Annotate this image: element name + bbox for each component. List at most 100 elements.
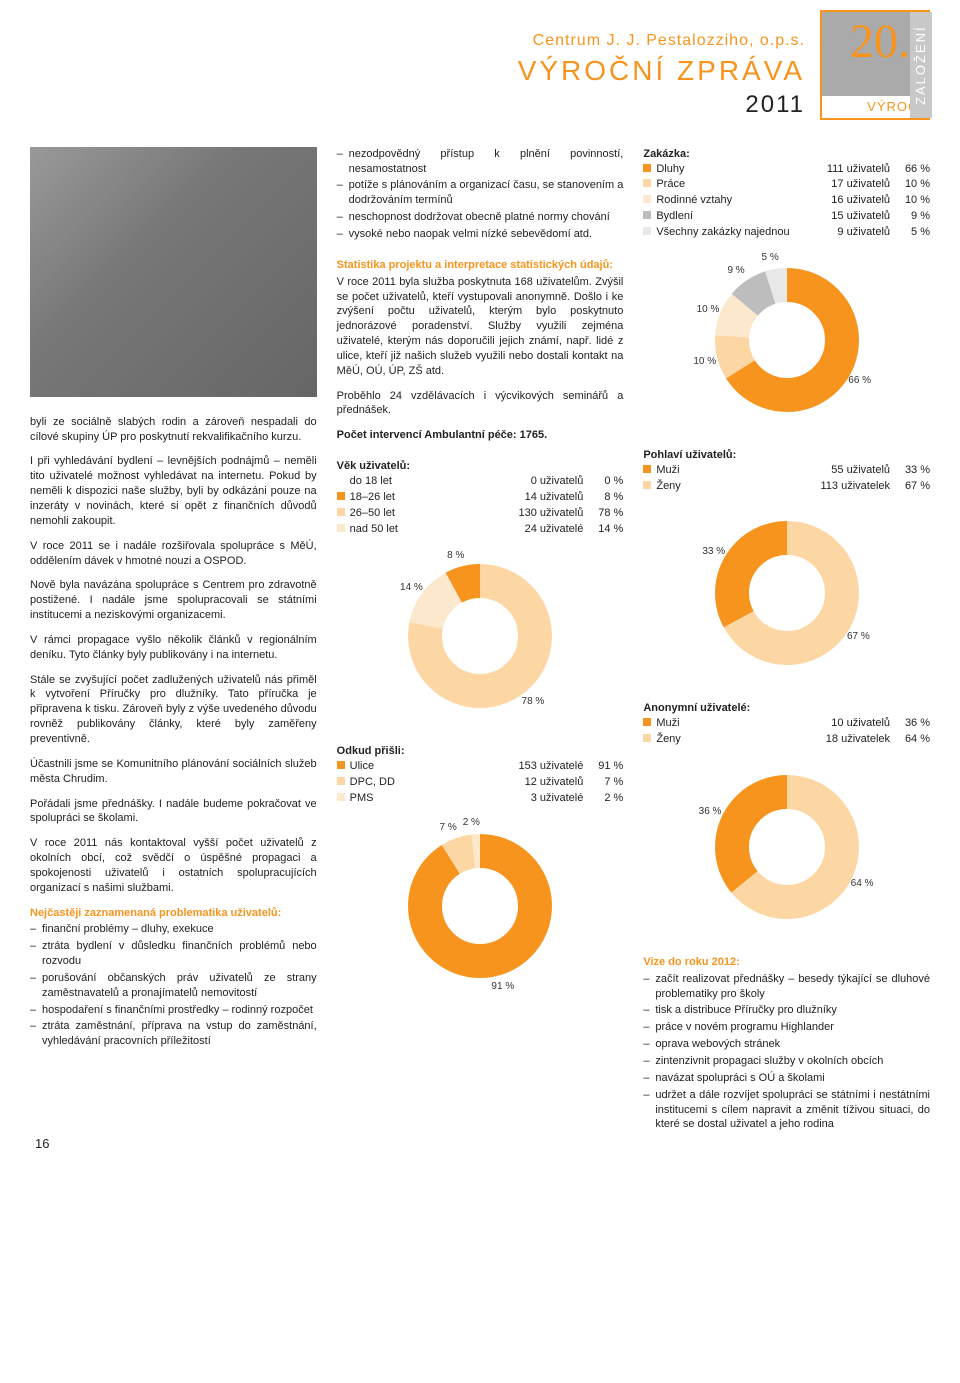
row-label: do 18 let [350, 474, 504, 489]
row-value: 130 uživatelů [503, 506, 583, 521]
top-list: nezodpovědný přístup k plnění povinností… [337, 147, 624, 242]
age-table: do 18 let0 uživatelů0 %18–26 let14 uživa… [337, 474, 624, 536]
table-row: PMS3 uživatelé2 % [337, 791, 624, 806]
legend-square [643, 195, 651, 203]
donut-label: 2 % [463, 816, 480, 830]
table-row: Ulice153 uživatelé91 % [337, 759, 624, 774]
row-label: DPC, DD [350, 775, 504, 790]
sex-table: Muži55 uživatelů33 %Ženy113 uživatelek67… [643, 463, 930, 494]
table-row: Muži10 uživatelů36 % [643, 716, 930, 731]
legend-square [643, 164, 651, 172]
anniversary-badge: 20. VÝROČÍ ZALOŽENÍ [820, 10, 930, 120]
list-item: vysoké nebo naopak velmi nízké sebevědom… [337, 227, 624, 242]
legend-square [337, 476, 345, 484]
row-percent: 33 % [890, 463, 930, 478]
legend-square [643, 465, 651, 473]
stats-bold: Počet intervencí Ambulantní péče: 1765. [337, 429, 548, 441]
row-percent: 66 % [890, 162, 930, 177]
para: Účastnili jsme se Komunitního plánování … [30, 757, 317, 787]
donut-label: 10 % [693, 355, 716, 369]
list-item: začít realizovat přednášky – besedy týka… [643, 972, 930, 1002]
donut-label: 67 % [847, 630, 870, 644]
row-value: 24 uživatelé [503, 522, 583, 537]
row-percent: 64 % [890, 732, 930, 747]
row-percent: 36 % [890, 716, 930, 731]
legend-square [337, 524, 345, 532]
list-item: udržet a dále rozvíjet spolupráci se stá… [643, 1088, 930, 1133]
row-value: 17 uživatelů [810, 177, 890, 192]
row-label: Dluhy [656, 162, 810, 177]
row-label: 18–26 let [350, 490, 504, 505]
table-row: Bydlení15 uživatelů9 % [643, 209, 930, 224]
column-2: nezodpovědný přístup k plnění povinností… [337, 147, 624, 1142]
legend-square [643, 227, 651, 235]
donut-label: 64 % [851, 877, 874, 891]
table-row: nad 50 let24 uživatelé14 % [337, 522, 624, 537]
badge-side-label: ZALOŽENÍ [910, 12, 932, 118]
row-percent: 8 % [583, 490, 623, 505]
list-item: oprava webových stránek [643, 1037, 930, 1052]
row-value: 12 uživatelů [503, 775, 583, 790]
zak-heading: Zakázka: [643, 148, 689, 160]
para: I při vyhledávání bydlení – levnějších p… [30, 454, 317, 528]
list-item: ztráta zaměstnání, příprava na vstup do … [30, 1019, 317, 1049]
age-donut: 78 % 14 % 8 % [390, 546, 570, 726]
para: Stále se zvyšující počet zadlužených uži… [30, 673, 317, 747]
vision-list: začít realizovat přednášky – besedy týka… [643, 972, 930, 1132]
problems-list: finanční problémy – dluhy, exekuceztráta… [30, 922, 317, 1049]
para: V roce 2011 nás kontaktoval vyšší počet … [30, 836, 317, 895]
table-row: 26–50 let130 uživatelů78 % [337, 506, 624, 521]
row-value: 18 uživatelek [810, 732, 890, 747]
row-label: Muži [656, 463, 810, 478]
list-item: neschopnost dodržovat obecně platné norm… [337, 210, 624, 225]
legend-square [337, 793, 345, 801]
from-heading: Odkud přišli: [337, 745, 405, 757]
table-row: DPC, DD12 uživatelů7 % [337, 775, 624, 790]
zak-donut: 66 %10 %10 %9 %5 % [697, 250, 877, 430]
stats-heading: Statistika projektu a interpretace stati… [337, 258, 624, 273]
row-label: 26–50 let [350, 506, 504, 521]
anon-heading: Anonymní uživatelé: [643, 702, 750, 714]
row-percent: 10 % [890, 177, 930, 192]
row-label: Muži [656, 716, 810, 731]
row-value: 55 uživatelů [810, 463, 890, 478]
donut-label: 9 % [727, 264, 744, 278]
from-donut: 91 %7 %2 % [390, 816, 570, 996]
donut-label: 8 % [447, 549, 464, 563]
report-year: 2011 [518, 89, 805, 121]
para: V roce 2011 se i nadále rozšiřovala spol… [30, 539, 317, 569]
row-label: Práce [656, 177, 810, 192]
donut-label: 14 % [400, 581, 423, 595]
list-item: zintenzivnit propagaci služby v okolních… [643, 1054, 930, 1069]
column-3: Zakázka: Dluhy111 uživatelů66 %Práce17 u… [643, 147, 930, 1142]
row-value: 9 uživatelů [810, 225, 890, 240]
row-label: PMS [350, 791, 504, 806]
row-value: 15 uživatelů [810, 209, 890, 224]
legend-square [337, 508, 345, 516]
donut-label: 7 % [440, 821, 457, 835]
table-row: Práce17 uživatelů10 % [643, 177, 930, 192]
donut-label: 10 % [697, 303, 720, 317]
list-item: potíže s plánováním a organizací času, s… [337, 178, 624, 208]
row-value: 111 uživatelů [810, 162, 890, 177]
row-value: 113 uživatelek [810, 479, 890, 494]
row-percent: 67 % [890, 479, 930, 494]
anon-table: Muži10 uživatelů36 %Ženy18 uživatelek64 … [643, 716, 930, 747]
list-item: navázat spolupráci s OÚ a školami [643, 1071, 930, 1086]
table-row: Všechny zakázky najednou9 uživatelů5 % [643, 225, 930, 240]
row-percent: 14 % [583, 522, 623, 537]
list-item: ztráta bydlení v důsledku finančních pro… [30, 939, 317, 969]
column-1: byli ze sociálně slabých rodin a zároveň… [30, 147, 317, 1142]
donut-label: 36 % [699, 805, 722, 819]
row-value: 14 uživatelů [503, 490, 583, 505]
donut-label: 78 % [522, 695, 545, 709]
legend-square [337, 492, 345, 500]
legend-square [337, 777, 345, 785]
donut-label: 33 % [702, 545, 725, 559]
donut-label: 66 % [848, 374, 871, 388]
stats-text: V roce 2011 byla služba poskytnuta 168 u… [337, 275, 624, 379]
vision-heading: Vize do roku 2012: [643, 955, 930, 970]
stats-text2: Proběhlo 24 vzdělávacích i výcvikových s… [337, 389, 624, 419]
para: Pořádali jsme přednášky. I nadále budeme… [30, 797, 317, 827]
list-item: nezodpovědný přístup k plnění povinností… [337, 147, 624, 177]
